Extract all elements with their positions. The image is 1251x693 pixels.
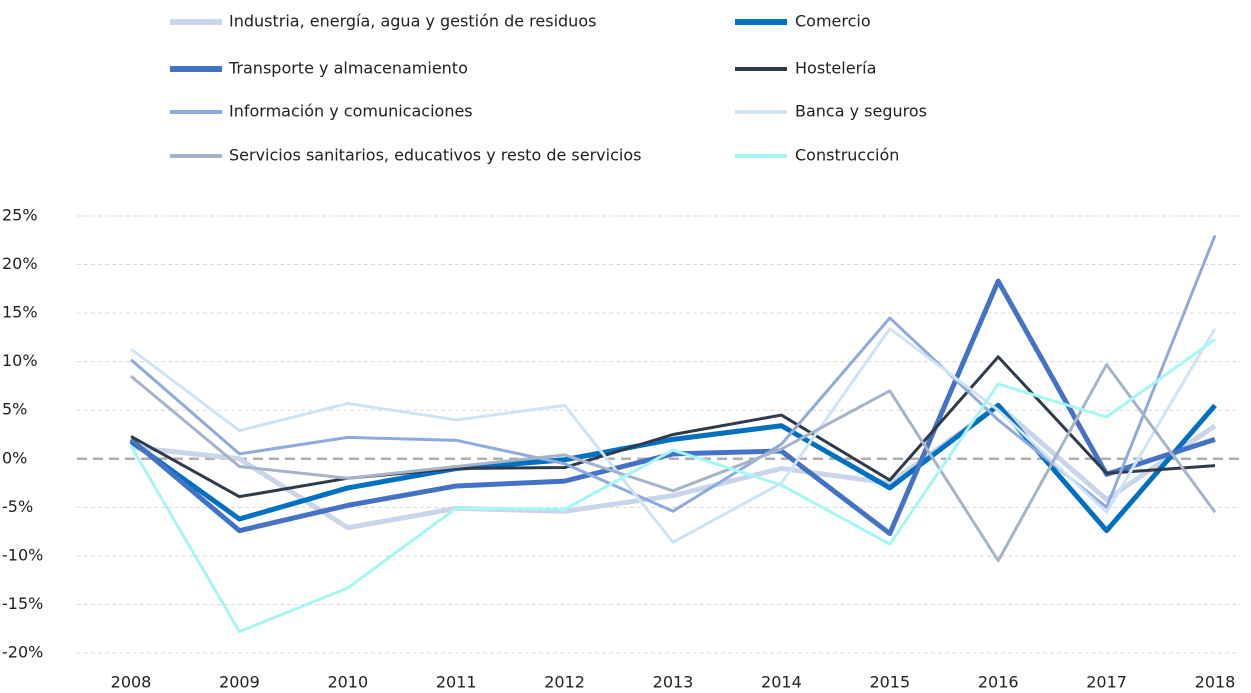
y-tick-label: -5% bbox=[2, 497, 33, 516]
x-tick-label: 2016 bbox=[978, 673, 1019, 692]
x-tick-label: 2008 bbox=[111, 673, 152, 692]
y-tick-label: 15% bbox=[2, 303, 38, 322]
x-tick-label: 2010 bbox=[327, 673, 368, 692]
y-tick-label: -20% bbox=[2, 643, 43, 662]
x-tick-label: 2009 bbox=[219, 673, 260, 692]
x-tick-label: 2018 bbox=[1195, 673, 1236, 692]
x-tick-label: 2015 bbox=[869, 673, 910, 692]
y-tick-label: 25% bbox=[2, 206, 38, 225]
legend-label: Comercio bbox=[795, 12, 871, 31]
series-line bbox=[130, 327, 1217, 544]
series-line bbox=[129, 402, 1217, 534]
y-tick-label: 20% bbox=[2, 254, 38, 273]
legend-label: Banca y seguros bbox=[795, 102, 927, 121]
legend-label: Servicios sanitarios, educativos y resto… bbox=[229, 146, 641, 165]
legend-label: Transporte y almacenamiento bbox=[228, 59, 468, 78]
y-tick-label: 0% bbox=[2, 448, 27, 467]
x-tick-label: 2013 bbox=[653, 673, 694, 692]
legend-label: Información y comunicaciones bbox=[229, 102, 473, 121]
series-line bbox=[130, 363, 1217, 563]
legend-label: Hostelería bbox=[795, 59, 876, 78]
y-tick-label: 5% bbox=[2, 400, 27, 419]
y-tick-label: 10% bbox=[2, 351, 38, 370]
x-tick-label: 2011 bbox=[436, 673, 477, 692]
series-line bbox=[129, 278, 1216, 537]
y-tick-label: -15% bbox=[2, 594, 43, 613]
series-line bbox=[130, 402, 1217, 531]
series-line bbox=[129, 338, 1216, 634]
series-line bbox=[130, 234, 1217, 513]
x-tick-label: 2014 bbox=[761, 673, 802, 692]
x-tick-label: 2012 bbox=[544, 673, 585, 692]
y-tick-label: -10% bbox=[2, 545, 43, 564]
x-tick-label: 2017 bbox=[1086, 673, 1127, 692]
legend-label: Construcción bbox=[795, 146, 899, 165]
legend-label: Industria, energía, agua y gestión de re… bbox=[229, 12, 596, 31]
